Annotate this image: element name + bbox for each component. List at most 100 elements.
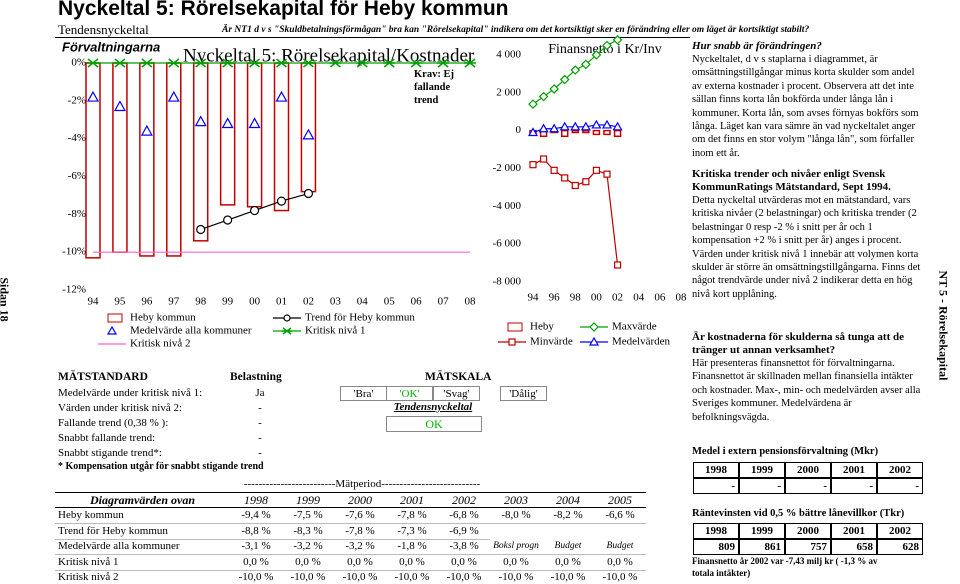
point: [437, 58, 450, 68]
section-body: Detta nyckeltal utvärderas mot en mätsta…: [692, 195, 921, 300]
point: [223, 215, 233, 225]
table-cell: -10,0 %: [542, 570, 594, 584]
load-heading: Belastning: [230, 371, 282, 383]
point: [603, 170, 611, 178]
table-cell: -6,6 %: [594, 508, 646, 524]
header-rule: [55, 37, 690, 38]
section-heading: Kritiska trender och nivåer enligt Svens…: [692, 168, 891, 193]
table-cell: -6,8 %: [438, 508, 490, 524]
scale-grade: 'Svag': [433, 386, 480, 401]
table-cell: -10,0 %: [594, 570, 646, 584]
point: [221, 117, 234, 129]
point: [275, 90, 288, 102]
table-cell: -3,2 %: [334, 539, 386, 555]
y-tick-label: -12%: [62, 284, 86, 296]
x-tick-label: 02: [612, 292, 623, 304]
x-tick-label: 05: [384, 296, 396, 308]
point: [561, 174, 569, 182]
standard-label: Snabbt fallande trend:: [58, 432, 156, 444]
x-tick-label: 94: [88, 296, 100, 308]
table-cell: -7,6 %: [334, 508, 386, 524]
point: [383, 58, 396, 68]
point: [612, 121, 623, 131]
table-cell: -3,8 %: [438, 539, 490, 555]
table-cell: Medelvärde alla kommuner: [55, 539, 230, 555]
legend-label: Maxvärde: [612, 321, 657, 333]
x-tick-label: 95: [114, 296, 126, 308]
table-cell: -10,0 %: [438, 570, 490, 584]
y-tick-label: -6%: [68, 170, 86, 182]
standard-heading: MÄTSTANDARD: [58, 371, 148, 383]
legend-marker: [589, 322, 599, 332]
section-body: Nyckeltalet, d v s staplarna i diagramme…: [692, 54, 919, 159]
bar: [592, 129, 601, 136]
point: [167, 90, 180, 102]
table-cell: 0,0 %: [386, 555, 438, 571]
table-header: Diagramvärden ovan: [55, 492, 230, 508]
standard-load: -: [258, 432, 262, 444]
legend-label: Minvärde: [530, 336, 573, 348]
table-cell: 0,0 %: [334, 555, 386, 571]
table-cell: 809: [693, 539, 739, 555]
point: [612, 34, 623, 45]
bar: [273, 62, 290, 212]
table-cell: -1,8 %: [386, 539, 438, 555]
legend-swatch: [107, 313, 123, 323]
point: [302, 128, 315, 140]
table-cell: -3,1 %: [230, 539, 282, 555]
section-body: Här presenteras finansnettot för förvalt…: [692, 358, 921, 423]
table-cell: Budget: [594, 539, 646, 555]
table-header: 2000: [334, 492, 386, 508]
table-cell: 658: [831, 539, 877, 555]
point: [329, 58, 342, 68]
bar: [613, 129, 622, 138]
y-tick-label: 4 000: [496, 48, 521, 60]
standard-label: Värden under kritisk nivå 2:: [58, 402, 183, 414]
table-cell: 628: [877, 539, 923, 555]
y-tick-label: 0: [516, 124, 522, 136]
table-cell: -7,3 %: [386, 524, 438, 540]
y-tick-label: -2%: [68, 94, 86, 106]
table-cell: Boksl progn: [490, 539, 542, 555]
table-cell: -10,0 %: [334, 570, 386, 584]
table-cell: -7,8 %: [386, 508, 438, 524]
info-section: Kritiska trender och nivåer enligt Svens…: [692, 168, 926, 301]
standard-label: Medelvärde under kritisk nivå 1:: [58, 387, 203, 399]
legend-marker: [283, 314, 291, 322]
x-tick-label: 00: [591, 292, 603, 304]
table-header: 2001: [386, 492, 438, 508]
table-cell: Heby kommun: [55, 508, 230, 524]
y-tick-label: -4 000: [493, 200, 522, 212]
bar: [582, 129, 590, 134]
y-tick-label: 2 000: [496, 86, 521, 98]
standard-load: -: [258, 447, 262, 459]
table-header: 2001: [831, 462, 877, 478]
point: [539, 155, 548, 163]
point: [303, 188, 314, 199]
x-tick-label: 06: [654, 292, 666, 304]
legend-marker: [588, 336, 600, 346]
point: [570, 121, 581, 131]
x-tick-label: 98: [195, 296, 207, 308]
point: [571, 181, 579, 190]
legend-label: Kritisk nivå 1: [305, 325, 366, 337]
scale-grade: 'Dålig': [500, 386, 547, 401]
scale-heading: MÄTSKALA: [425, 371, 492, 383]
chart-title: Finansnetto i Kr/Inv: [548, 42, 662, 57]
table-cell: -6,9 %: [438, 524, 490, 540]
table-cell: -: [693, 478, 739, 494]
point: [113, 58, 126, 68]
bar: [571, 129, 580, 134]
table-cell: 757: [785, 539, 831, 555]
bar: [112, 62, 128, 253]
legend-swatch: [507, 322, 523, 332]
interest-title: Räntevinsten vid 0,5 % bättre lånevillko…: [692, 508, 905, 519]
x-tick-label: 00: [249, 296, 261, 308]
table-cell: 0,0 %: [438, 555, 490, 571]
footnote: * Kompensation utgår för snabbt stigande…: [58, 461, 264, 472]
standard-label: Fallande trend (0,38 % ):: [58, 417, 169, 429]
chart-label: Förvaltningarna: [62, 39, 160, 54]
point: [549, 84, 559, 94]
x-tick-label: 08: [465, 296, 477, 308]
point: [550, 166, 558, 174]
